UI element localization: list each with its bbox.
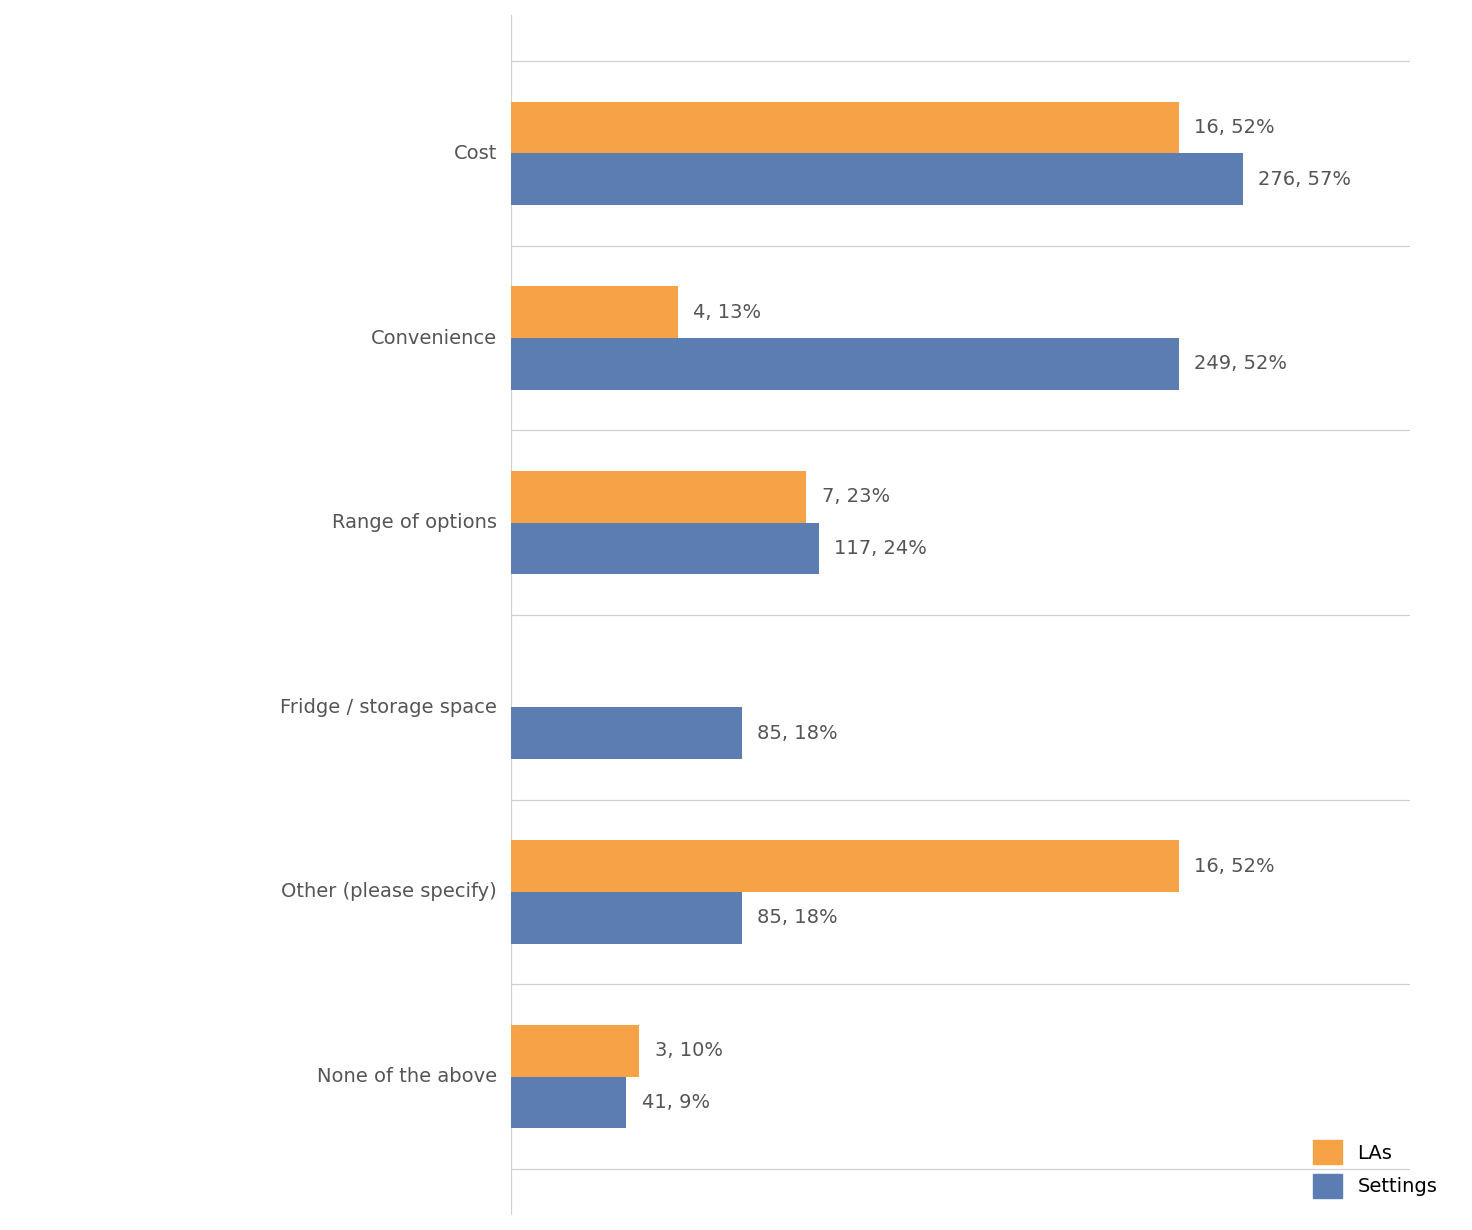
Bar [511, 707, 742, 759]
Bar [511, 471, 807, 523]
Text: 41, 9%: 41, 9% [642, 1093, 710, 1112]
Text: 276, 57%: 276, 57% [1259, 170, 1351, 189]
Text: 85, 18%: 85, 18% [757, 723, 838, 743]
Bar [511, 840, 1179, 892]
Legend: LAs, Settings: LAs, Settings [1304, 1133, 1446, 1205]
Text: 249, 52%: 249, 52% [1194, 354, 1287, 374]
Bar [511, 102, 1179, 154]
Text: 16, 52%: 16, 52% [1194, 856, 1275, 876]
Bar [511, 1076, 626, 1128]
Text: 85, 18%: 85, 18% [757, 908, 838, 927]
Bar [511, 523, 818, 574]
Bar [511, 154, 1242, 205]
Text: 4, 13%: 4, 13% [693, 303, 761, 322]
Text: 7, 23%: 7, 23% [821, 487, 889, 507]
Text: 3, 10%: 3, 10% [655, 1041, 723, 1060]
Bar [511, 892, 742, 943]
Text: 117, 24%: 117, 24% [835, 539, 927, 558]
Bar [511, 338, 1179, 390]
Bar [511, 287, 677, 338]
Bar [511, 1025, 639, 1076]
Text: 16, 52%: 16, 52% [1194, 118, 1275, 137]
